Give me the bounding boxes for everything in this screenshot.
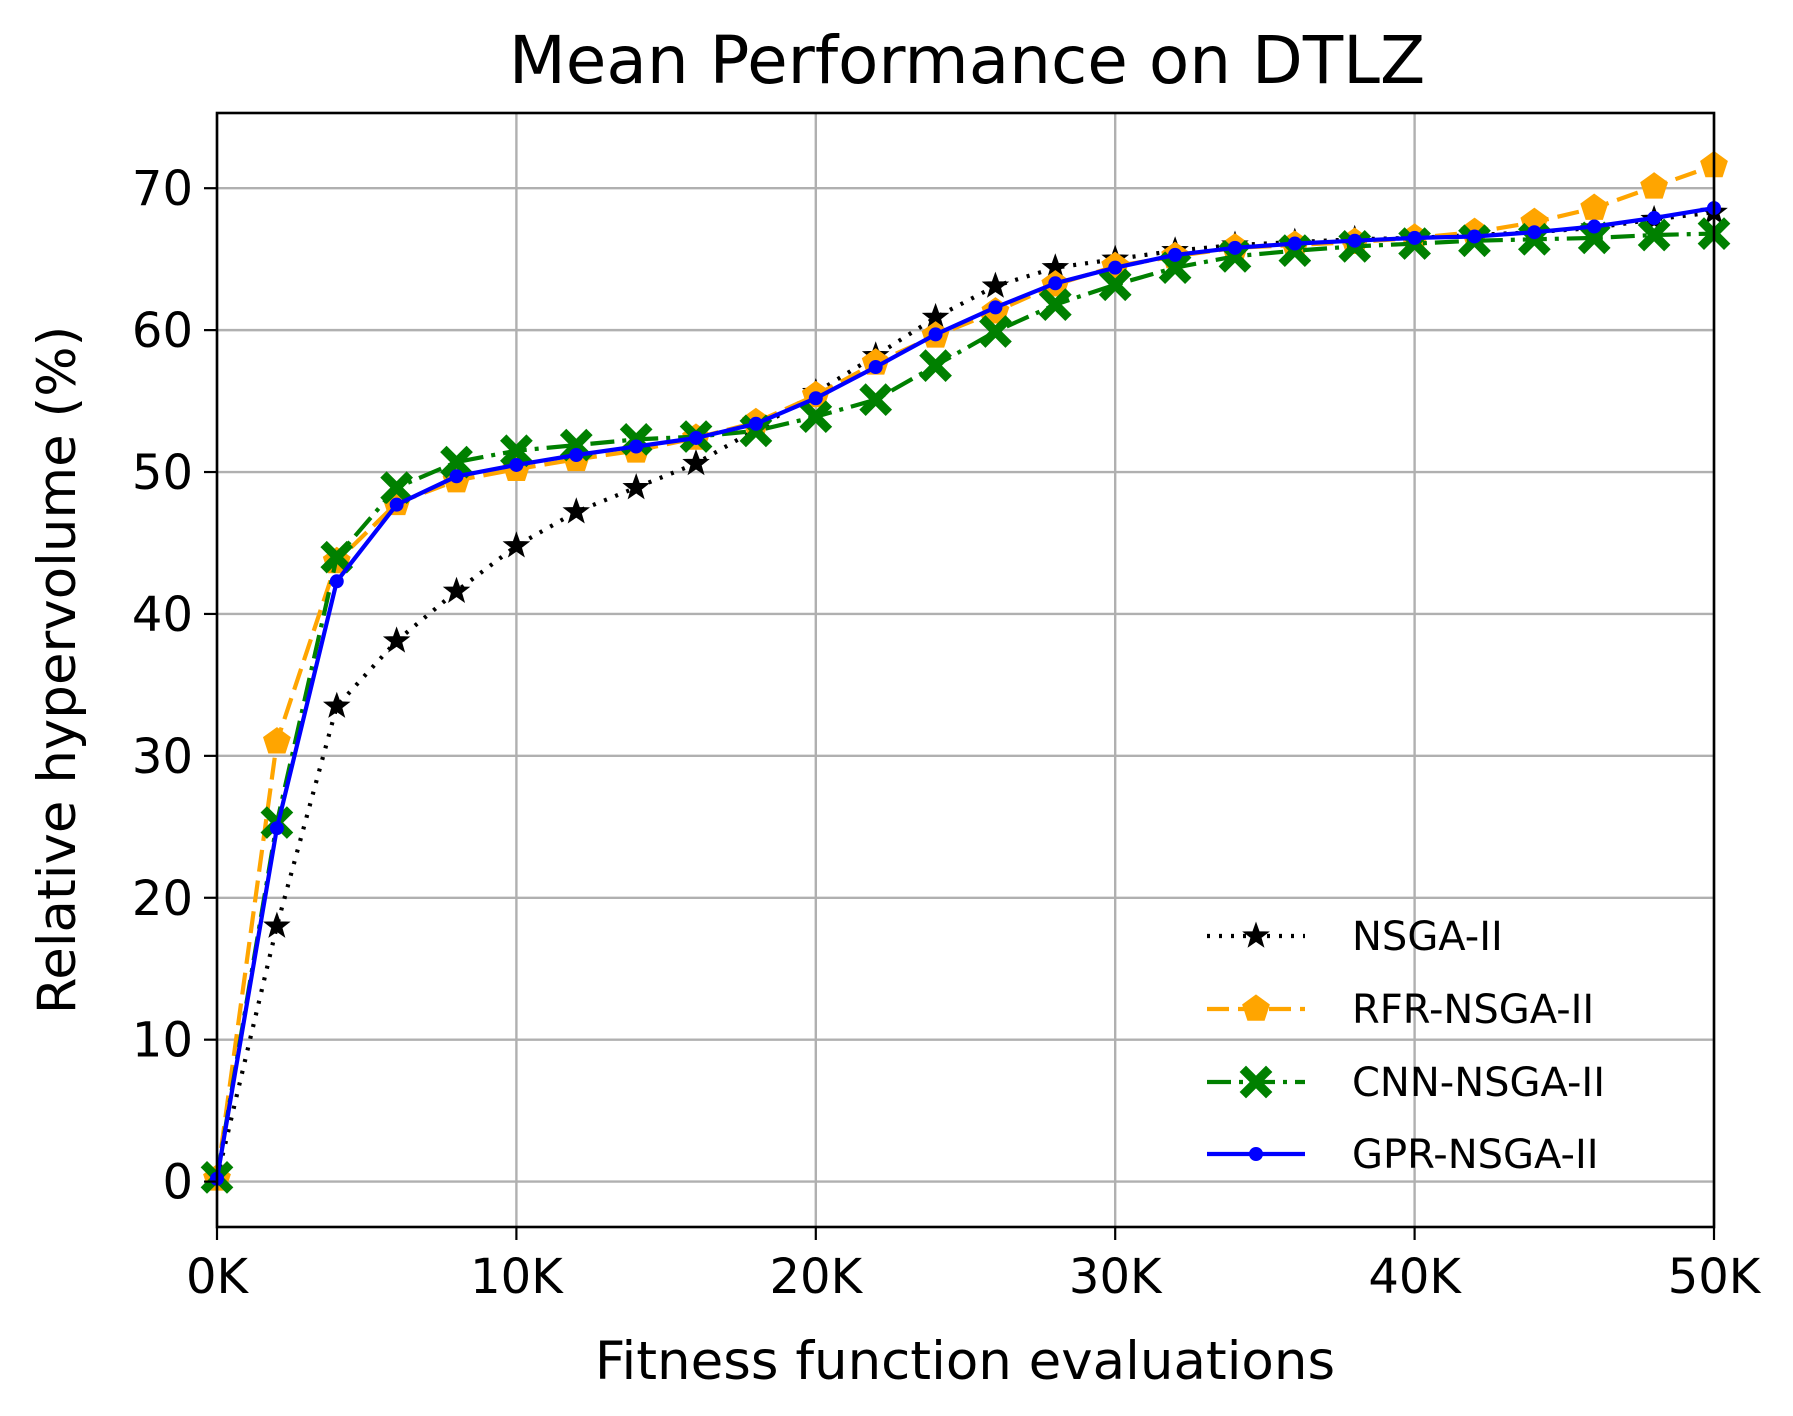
point-gpr-nsga-ii (928, 327, 943, 342)
point-rfr-nsga-ii (1580, 193, 1609, 220)
point-rfr-nsga-ii (1640, 172, 1668, 199)
series-gpr-nsga-ii (210, 201, 1721, 1186)
legend-entry-nsga-ii: NSGA-II (1207, 914, 1503, 960)
y-axis-label: Relative hypervolume (%) (27, 326, 88, 1014)
point-cnn-nsga-ii (1577, 221, 1611, 255)
point-gpr-nsga-ii (569, 448, 584, 463)
x-tick-label: 30K (1069, 1249, 1163, 1305)
point-cnn-nsga-ii (979, 315, 1012, 348)
x-tick-label: 20K (770, 1249, 864, 1305)
point-gpr-nsga-ii (1227, 240, 1242, 255)
y-tick-label: 10 (132, 1013, 193, 1069)
x-tick-label: 50K (1668, 1249, 1762, 1305)
point-gpr-nsga-ii (868, 360, 883, 375)
series-line-gpr-nsga-ii (214, 206, 1715, 1180)
point-gpr-nsga-ii (1168, 247, 1183, 262)
legend-marker-nsga-ii (1242, 921, 1270, 948)
point-gpr-nsga-ii (1587, 219, 1602, 234)
plot-frame (215, 111, 1716, 1229)
point-gpr-nsga-ii (1108, 260, 1123, 275)
point-gpr-nsga-ii (748, 416, 763, 431)
y-tick-label: 20 (132, 871, 193, 927)
legend-label-gpr-nsga-ii: GPR-NSGA-II (1352, 1132, 1599, 1178)
point-gpr-nsga-ii (1647, 211, 1662, 226)
point-gpr-nsga-ii (449, 469, 464, 484)
point-cnn-nsga-ii (1637, 218, 1671, 252)
point-gpr-nsga-ii (1287, 236, 1302, 251)
legend-marker-rfr-nsga-ii (1242, 994, 1270, 1021)
legend-entry-cnn-nsga-ii: CNN-NSGA-II (1207, 1060, 1605, 1106)
point-cnn-nsga-ii (859, 383, 893, 417)
point-nsga-ii (263, 911, 291, 938)
y-tick-label: 40 (132, 587, 193, 643)
axis-ticks: 0K 10K 20K 30K 40K 50K 0 10 20 30 40 50 60 70 (132, 161, 1762, 1305)
x-tick-label: 10K (470, 1249, 564, 1305)
point-cnn-nsga-ii (380, 471, 414, 505)
point-rfr-nsga-ii (263, 727, 291, 754)
legend-marker-gpr-nsga-ii (1249, 1147, 1263, 1161)
point-cnn-nsga-ii (799, 400, 833, 434)
y-tick-label: 0 (162, 1155, 193, 1211)
point-gpr-nsga-ii (629, 439, 644, 454)
point-gpr-nsga-ii (1467, 229, 1482, 244)
point-gpr-nsga-ii (509, 457, 524, 472)
legend-label-nsga-ii: NSGA-II (1352, 914, 1503, 960)
chart-title: Mean Performance on DTLZ (509, 22, 1425, 99)
point-gpr-nsga-ii (689, 430, 704, 445)
x-tick-label: 40K (1368, 1249, 1462, 1305)
point-cnn-nsga-ii (440, 445, 473, 479)
y-tick-label: 60 (132, 303, 193, 359)
y-tick-label: 70 (132, 161, 193, 217)
point-nsga-ii (322, 691, 351, 718)
point-nsga-ii (442, 576, 471, 604)
point-gpr-nsga-ii (389, 497, 404, 512)
point-nsga-ii (382, 626, 411, 653)
y-tick-label: 30 (132, 729, 193, 785)
legend-entry-rfr-nsga-ii: RFR-NSGA-II (1207, 987, 1594, 1033)
point-gpr-nsga-ii (1527, 225, 1542, 240)
point-gpr-nsga-ii (1347, 233, 1362, 248)
point-gpr-nsga-ii (988, 300, 1003, 315)
point-cnn-nsga-ii (1038, 288, 1072, 321)
point-gpr-nsga-ii (269, 821, 284, 836)
point-nsga-ii (682, 449, 710, 476)
y-tick-label: 50 (132, 445, 193, 501)
point-cnn-nsga-ii (559, 428, 593, 462)
point-cnn-nsga-ii (1158, 251, 1192, 285)
point-gpr-nsga-ii (329, 574, 344, 589)
point-cnn-nsga-ii (500, 434, 533, 468)
point-gpr-nsga-ii (1407, 230, 1422, 245)
legend-entry-gpr-nsga-ii: GPR-NSGA-II (1207, 1132, 1599, 1178)
point-nsga-ii (981, 271, 1010, 298)
x-tick-label: 0K (186, 1249, 250, 1305)
point-nsga-ii (622, 473, 650, 500)
point-nsga-ii (562, 497, 591, 524)
series-line-cnn-nsga-ii (214, 231, 1715, 1178)
point-gpr-nsga-ii (808, 391, 823, 406)
x-axis-label: Fitness function evaluations (595, 1331, 1335, 1392)
point-cnn-nsga-ii (919, 349, 952, 382)
legend-label-rfr-nsga-ii: RFR-NSGA-II (1352, 987, 1594, 1033)
legend-marker-cnn-nsga-ii (1239, 1065, 1273, 1099)
legend-label-cnn-nsga-ii: CNN-NSGA-II (1352, 1060, 1605, 1106)
legend: NSGA-II RFR-NSGA-II CNN-NSGA-II GPR-NSGA-II (1207, 914, 1605, 1178)
point-gpr-nsga-ii (1048, 276, 1063, 291)
point-nsga-ii (502, 531, 531, 558)
point-cnn-nsga-ii (320, 540, 354, 574)
point-cnn-nsga-ii (1098, 268, 1132, 302)
